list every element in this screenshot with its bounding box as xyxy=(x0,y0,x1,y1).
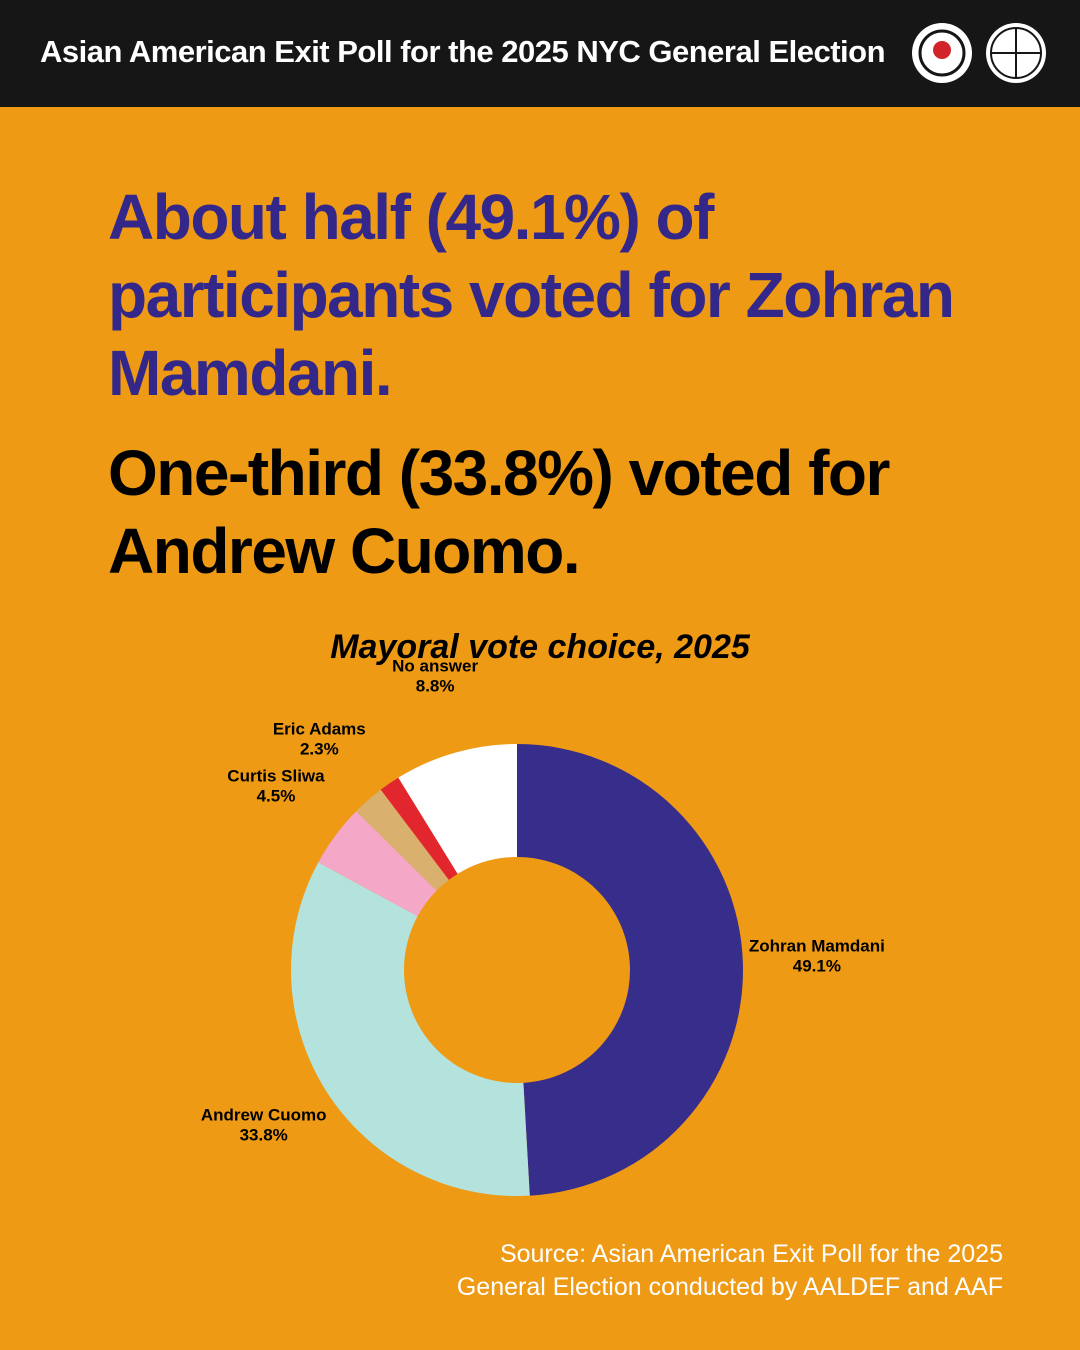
source-line: Source: Asian American Exit Poll for the… xyxy=(499,1240,1003,1268)
slice-label: No answer xyxy=(392,656,478,675)
chart-title: Mayoral vote choice, 2025 xyxy=(330,628,751,666)
header-bar: Asian American Exit Poll for the 2025 NY… xyxy=(0,0,1080,107)
slice xyxy=(517,744,744,1196)
slice-value: 8.8% xyxy=(416,676,455,695)
slice-label: Eric Adams xyxy=(273,719,366,738)
headline: One-third (33.8%) voted for Andrew Cuomo… xyxy=(108,437,890,587)
slice-label: Zohran Mamdani xyxy=(749,937,885,956)
header-title: Asian American Exit Poll for the 2025 NY… xyxy=(40,34,886,69)
slice xyxy=(291,862,530,1197)
slice xyxy=(318,811,437,917)
slice xyxy=(380,777,458,880)
slice xyxy=(356,789,449,891)
slice-value: 4.5% xyxy=(257,786,296,805)
slice-value: 2.3% xyxy=(300,739,339,758)
slice-value: 49.1% xyxy=(793,957,841,976)
source: Source: Asian American Exit Poll for the… xyxy=(457,1238,1003,1304)
slice-label: Curtis Sliwa xyxy=(227,766,325,785)
slice xyxy=(398,743,517,874)
headline: About half (49.1%) of participants voted… xyxy=(108,181,955,409)
slice-value: 33.8% xyxy=(240,1126,288,1145)
logos xyxy=(912,23,1046,83)
slice-label: Andrew Cuomo xyxy=(201,1106,327,1125)
source-line: General Election conducted by AALDEF and… xyxy=(456,1273,1003,1301)
